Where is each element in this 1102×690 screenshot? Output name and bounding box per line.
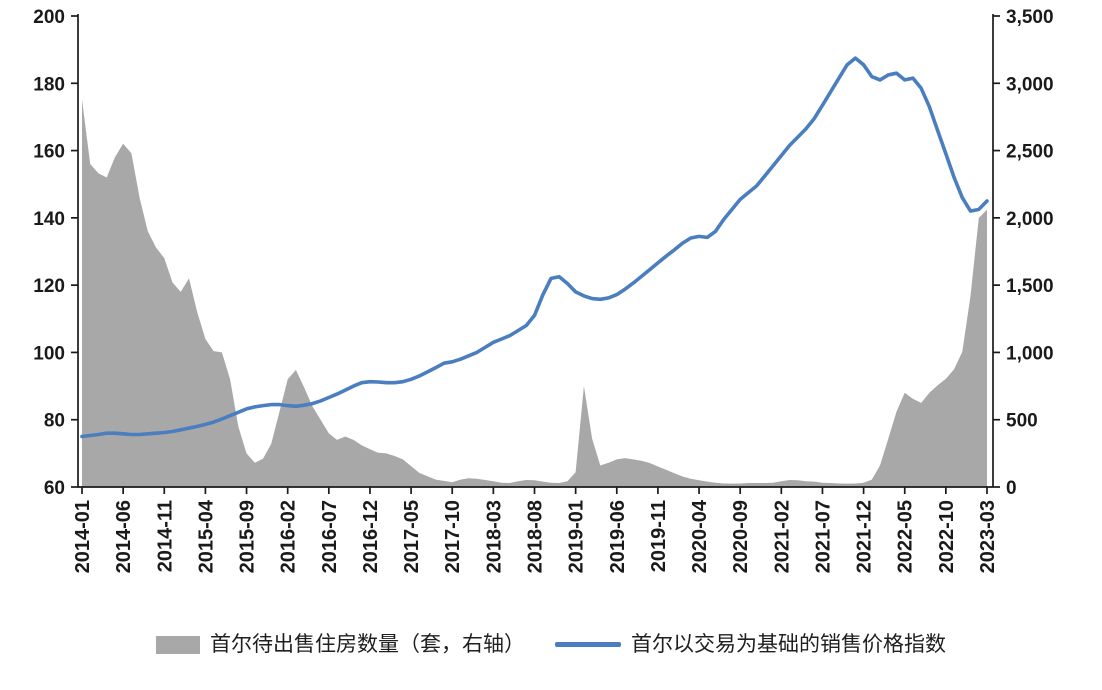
right-axis-tick-label: 3,500 xyxy=(1006,7,1054,28)
x-axis-tick-label: 2020-09 xyxy=(730,500,752,573)
combo-chart: 200 180 160 140 120 100 80 60 3,500 3,000 2,500 2,0… xyxy=(33,7,1054,573)
legend-area-swatch xyxy=(156,635,200,654)
x-axis-tick-label: 2015-09 xyxy=(237,500,259,573)
x-axis-tick-label: 2014-01 xyxy=(72,500,94,573)
x-axis-tick-label: 2023-03 xyxy=(977,500,999,573)
x-axis-tick-label: 2021-07 xyxy=(813,500,835,573)
x-axis-tick-label: 2017-10 xyxy=(442,500,464,573)
x-axis-tick-label: 2016-12 xyxy=(360,500,382,573)
left-axis-tick-label: 200 xyxy=(33,7,65,28)
right-axis-tick-label: 2,500 xyxy=(1006,142,1054,163)
legend-item-price-index: 首尔以交易为基础的销售价格指数 xyxy=(555,632,946,657)
x-axis-tick-label: 2018-08 xyxy=(525,500,547,573)
legend-label-price-index: 首尔以交易为基础的销售价格指数 xyxy=(631,633,946,656)
price-index-line-series xyxy=(80,56,989,439)
x-axis-tick-label: 2020-04 xyxy=(689,499,711,573)
x-axis-tick-label: 2022-05 xyxy=(895,500,917,573)
x-axis-tick-label: 2019-11 xyxy=(648,500,670,572)
x-axis-tick-label: 2014-06 xyxy=(113,500,135,573)
chart-legend: 首尔待出售住房数量（套，右轴） 首尔以交易为基础的销售价格指数 xyxy=(0,632,1102,657)
inventory-area-series xyxy=(82,99,987,488)
left-axis-tick-label: 140 xyxy=(33,209,65,230)
x-axis-tick-label: 2021-12 xyxy=(854,500,876,573)
left-axis-tick-label: 120 xyxy=(33,276,65,297)
x-axis-tick-label: 2021-02 xyxy=(771,500,793,573)
right-axis-tick-label: 2,000 xyxy=(1006,209,1054,230)
left-axis-tick-label: 180 xyxy=(33,74,65,95)
chart-svg: 200 180 160 140 120 100 80 60 3,500 3,000 2,500 2,0… xyxy=(33,7,1054,573)
x-axis-tick-label: 2016-02 xyxy=(278,500,300,573)
legend-item-inventory: 首尔待出售住房数量（套，右轴） xyxy=(156,632,525,657)
right-axis-tick-label: 3,000 xyxy=(1006,74,1054,95)
right-axis-tick-label: 1,500 xyxy=(1006,276,1054,297)
x-axis-tick-label: 2019-01 xyxy=(566,500,588,573)
left-axis-tick-label: 160 xyxy=(33,142,65,163)
x-axis-tick-label: 2018-03 xyxy=(483,500,505,573)
left-axis-tick-label: 60 xyxy=(44,478,65,499)
left-axis-tick-label: 100 xyxy=(33,343,65,364)
x-axis-tick-label: 2014-11 xyxy=(154,500,176,572)
right-axis-tick-label: 1,000 xyxy=(1006,343,1054,364)
x-axis-tick-label: 2019-06 xyxy=(607,500,629,573)
left-axis-tick-label: 80 xyxy=(44,411,65,432)
right-axis-tick-label: 0 xyxy=(1006,478,1017,499)
right-axis-tick-label: 500 xyxy=(1006,411,1038,432)
x-axis-tick-label: 2017-05 xyxy=(401,500,423,573)
x-axis-tick-label: 2022-10 xyxy=(936,500,958,573)
legend-label-inventory: 首尔待出售住房数量（套，右轴） xyxy=(210,633,525,656)
legend-line-swatch xyxy=(555,642,621,648)
x-axis-tick-label: 2015-04 xyxy=(195,499,217,573)
x-axis-tick-label: 2016-07 xyxy=(319,500,341,573)
